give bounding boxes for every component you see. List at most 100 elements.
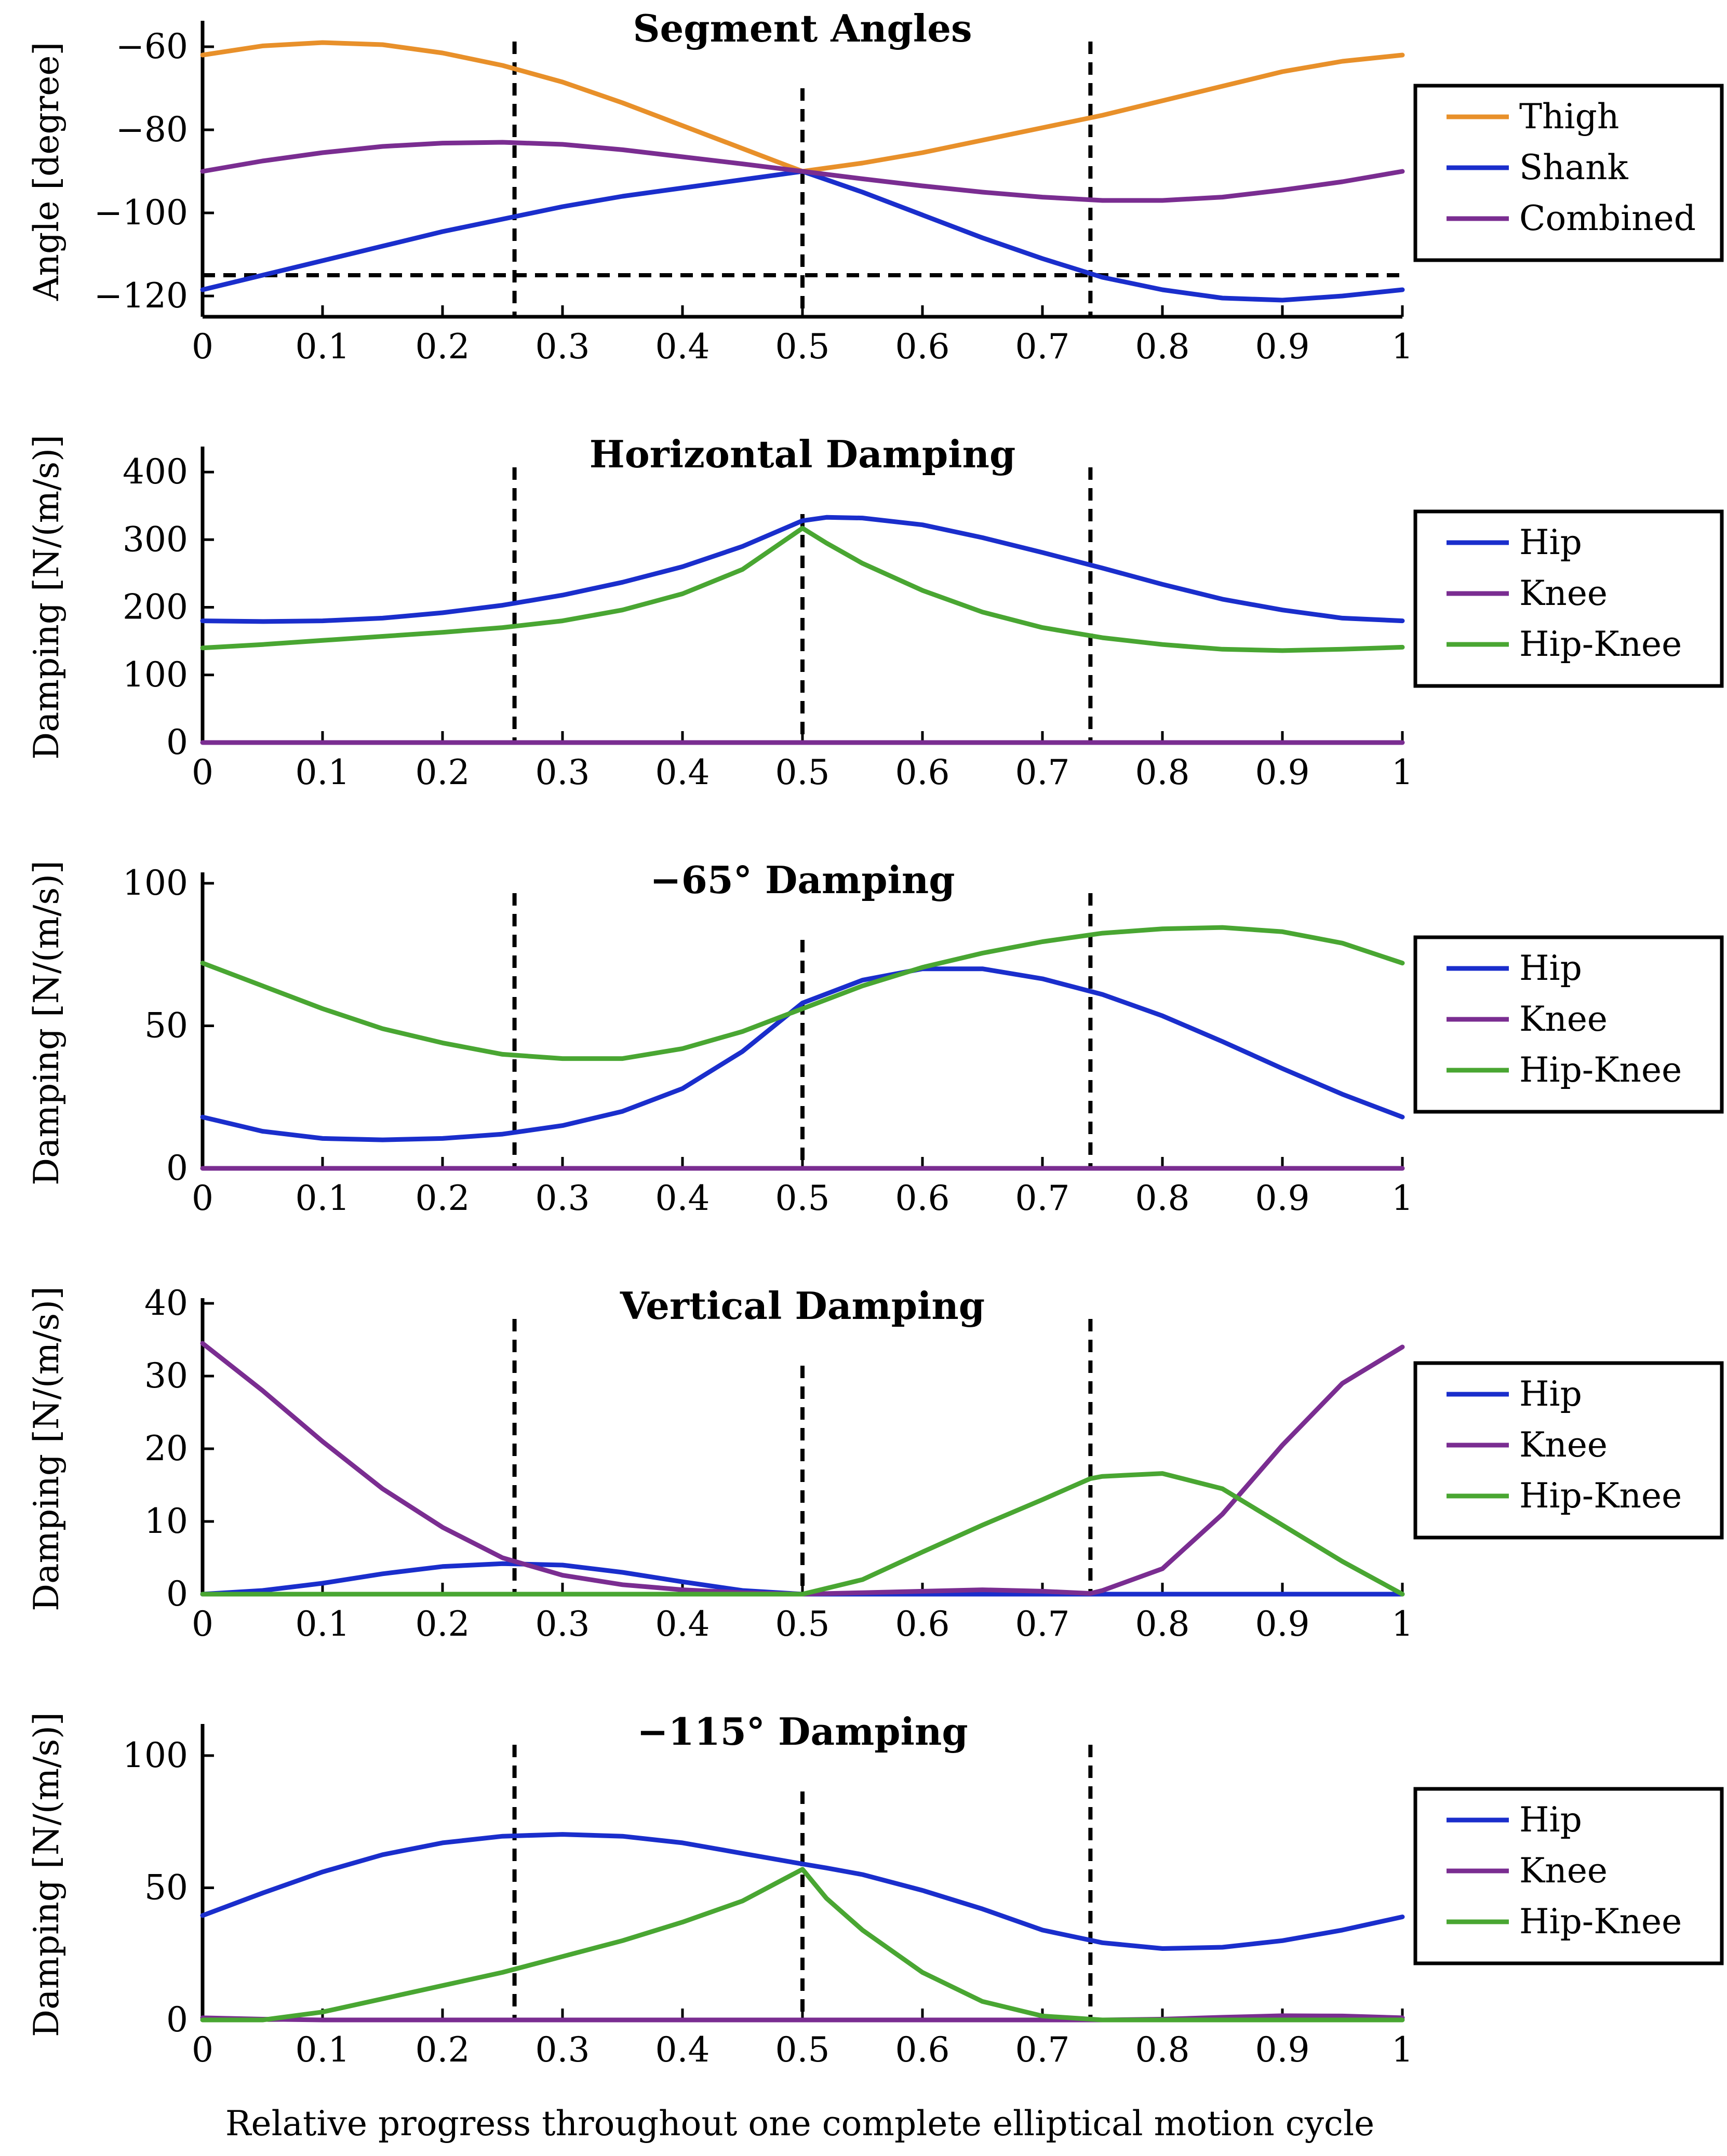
- series-line-hip-knee: [200, 525, 1405, 653]
- y-tick-label: 200: [123, 587, 188, 627]
- x-tick-label: 0.5: [775, 1178, 830, 1218]
- x-tick-label: 0.1: [296, 327, 350, 367]
- x-tick-label: 0.9: [1255, 1178, 1310, 1218]
- x-tick-label: 0.8: [1135, 327, 1190, 367]
- series-line-hip: [200, 966, 1405, 1142]
- y-tick-label: 50: [144, 1867, 188, 1907]
- x-tick-label: 1: [1391, 1178, 1413, 1218]
- legend-label: Hip-Knee: [1519, 1050, 1682, 1090]
- series-line-hip-knee: [200, 1867, 1405, 2023]
- x-tick-label: 0.6: [895, 1604, 950, 1644]
- x-tick-label: 0.3: [535, 1604, 590, 1644]
- legend-label: Knee: [1519, 999, 1608, 1039]
- y-tick-label: 0: [166, 1574, 188, 1614]
- chart-title: −115° Damping: [637, 1709, 968, 1754]
- x-tick-label: 0.8: [1135, 1604, 1190, 1644]
- x-tick-label: 0.5: [775, 2030, 830, 2070]
- legend-label: Hip: [1519, 948, 1582, 988]
- x-tick-label: 0.4: [655, 327, 710, 367]
- x-tick-label: 0.3: [535, 1178, 590, 1218]
- legend-label: Combined: [1519, 198, 1696, 238]
- x-tick-label: 0.3: [535, 752, 590, 792]
- y-axis-label: Angle [degree]: [26, 42, 66, 301]
- y-axis-label: Damping [N/(m/s)]: [26, 1286, 66, 1611]
- x-tick-label: 0.2: [416, 2030, 470, 2070]
- x-tick-label: 0.2: [416, 752, 470, 792]
- x-tick-label: 0: [192, 327, 213, 367]
- y-tick-label: −120: [94, 276, 188, 316]
- x-tick-label: 0.5: [775, 327, 830, 367]
- x-tick-label: 0.7: [1015, 327, 1070, 367]
- chart-minus115-damping: 0 50 100 0 0.1 0.2 0.3 0.4 0.5 0.6 0.7 0.8 0.9 1 Dampi…: [26, 1709, 1724, 2070]
- legend-label: Thigh: [1519, 97, 1619, 137]
- x-tick-label: 0.1: [296, 752, 350, 792]
- y-axis-label: Damping [N/(m/s)]: [26, 860, 66, 1185]
- x-tick-label: 0.2: [416, 327, 470, 367]
- legend-label: Knee: [1519, 1425, 1608, 1465]
- x-tick-label: 0: [192, 1178, 213, 1218]
- legend-label: Hip-Knee: [1519, 1902, 1682, 1942]
- legend-label: Hip: [1519, 522, 1582, 562]
- x-tick-label: 0.7: [1015, 1604, 1070, 1644]
- x-tick-label: 0.8: [1135, 2030, 1190, 2070]
- chart-title: Segment Angles: [633, 6, 972, 50]
- x-tick-label: 0.4: [655, 752, 710, 792]
- chart-title: −65° Damping: [650, 858, 955, 902]
- series-line-hip-knee: [200, 925, 1405, 1061]
- y-tick-label: 10: [144, 1501, 188, 1541]
- y-tick-label: 0: [166, 722, 188, 762]
- x-tick-label: 0.8: [1135, 1178, 1190, 1218]
- y-tick-label: −80: [116, 110, 188, 150]
- x-tick-label: 0: [192, 2030, 213, 2070]
- y-tick-label: 400: [123, 452, 188, 492]
- x-tick-label: 1: [1391, 752, 1413, 792]
- series-line-knee: [200, 1341, 1405, 1597]
- chart-title: Vertical Damping: [620, 1284, 985, 1328]
- x-tick-label: 0.2: [416, 1178, 470, 1218]
- x-tick-label: 0.1: [296, 1178, 350, 1218]
- x-tick-label: 0.5: [775, 1604, 830, 1644]
- x-tick-label: 0.5: [775, 752, 830, 792]
- x-tick-label: 0.6: [895, 327, 950, 367]
- legend-label: Hip: [1519, 1374, 1582, 1414]
- legend-box: [1413, 1787, 1724, 1965]
- series-line-hip: [200, 515, 1405, 624]
- legend-label: Knee: [1519, 1851, 1608, 1891]
- y-axis-label: Damping [N/(m/s)]: [26, 1712, 66, 2037]
- y-tick-label: 300: [123, 519, 188, 559]
- x-tick-label: 1: [1391, 2030, 1413, 2070]
- x-tick-label: 0.7: [1015, 752, 1070, 792]
- x-tick-label: 0.6: [895, 2030, 950, 2070]
- x-tick-label: 0.6: [895, 1178, 950, 1218]
- x-tick-label: 0.9: [1255, 1604, 1310, 1644]
- x-tick-label: 0.3: [535, 327, 590, 367]
- y-tick-label: 0: [166, 2000, 188, 2040]
- x-tick-label: 0: [192, 1604, 213, 1644]
- legend-label: Hip-Knee: [1519, 624, 1682, 664]
- y-tick-label: 100: [123, 655, 188, 695]
- y-tick-label: 100: [123, 1735, 188, 1775]
- y-axis-label: Damping [N/(m/s)]: [26, 435, 66, 760]
- y-tick-label: 50: [144, 1005, 188, 1045]
- x-tick-label: 0.4: [655, 2030, 710, 2070]
- x-tick-label: 0.9: [1255, 752, 1310, 792]
- legend-label: Knee: [1519, 573, 1608, 613]
- x-tick-label: 0.9: [1255, 327, 1310, 367]
- y-tick-label: −100: [94, 193, 188, 233]
- y-tick-label: 30: [144, 1356, 188, 1396]
- chart-title: Horizontal Damping: [590, 432, 1016, 476]
- x-tick-label: 0.7: [1015, 2030, 1070, 2070]
- chart-horizontal-damping: 0 100 200 300 400 0 0.1 0.2 0.3 0.4 0.5 0.6 0.7 0.8 0.…: [26, 432, 1724, 792]
- series-line-hip-knee: [200, 1471, 1405, 1597]
- x-tick-label: 0.1: [296, 1604, 350, 1644]
- x-tick-label: 0.4: [655, 1604, 710, 1644]
- y-tick-label: −60: [116, 26, 188, 66]
- legend-label: Hip: [1519, 1800, 1582, 1840]
- chart-minus65-damping: 0 50 100 0 0.1 0.2 0.3 0.4 0.5 0.6 0.7 0.8 0.9 1 Dampi…: [26, 858, 1724, 1218]
- x-tick-label: 0.6: [895, 752, 950, 792]
- x-tick-label: 1: [1391, 327, 1413, 367]
- x-axis-label: Relative progress throughout one complet…: [225, 2104, 1374, 2144]
- x-tick-label: 0.2: [416, 1604, 470, 1644]
- legend-label: Shank: [1519, 147, 1629, 187]
